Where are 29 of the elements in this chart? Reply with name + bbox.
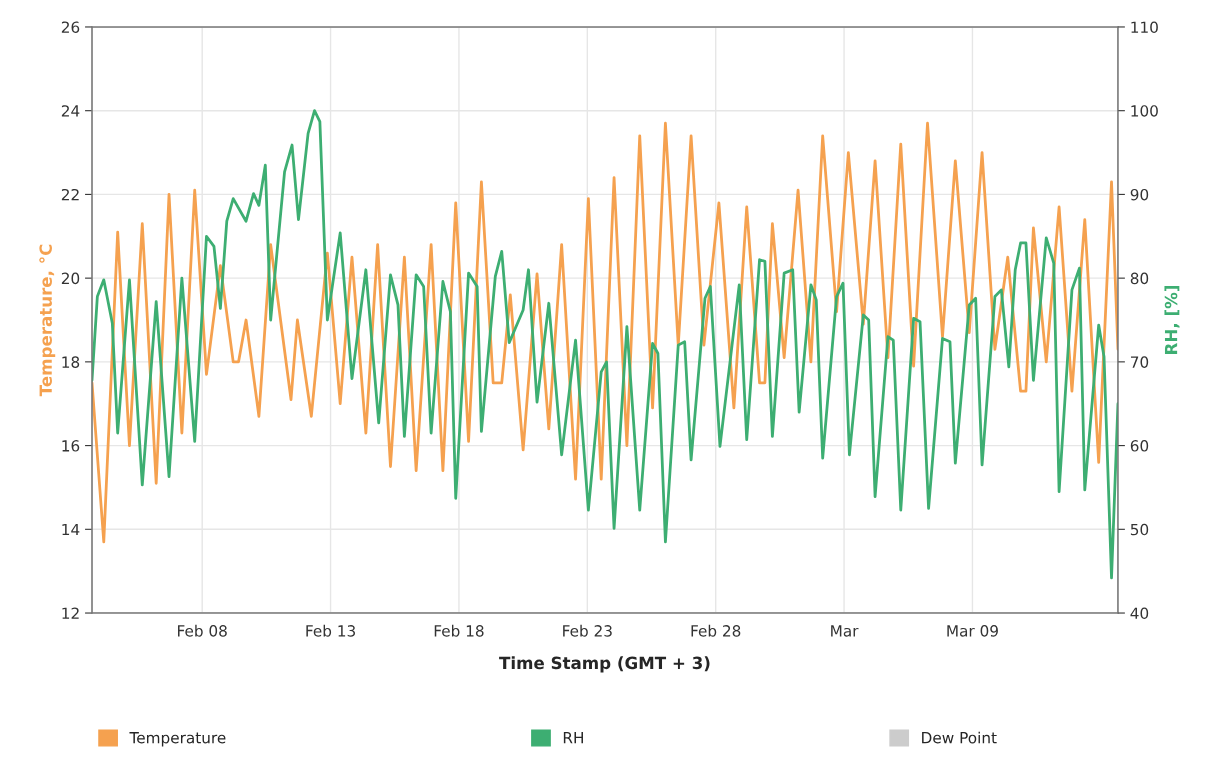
x-tick-label: Feb 08 <box>178 624 227 637</box>
y-tick-label: 16 <box>62 440 80 452</box>
y2-tick-label: 110 <box>1131 21 1158 33</box>
x-tick-label: Mar <box>831 625 859 637</box>
y-tick-label: 26 <box>61 21 80 33</box>
legend-label: RH <box>563 732 583 744</box>
x-tick-label: Feb 23 <box>563 624 612 637</box>
y-tick-label: 12 <box>62 607 79 619</box>
y2-tick-label: 40 <box>1130 607 1149 620</box>
y-tick-label: 22 <box>61 188 79 201</box>
x-axis-title: Time Stamp (GMT + 3) <box>499 656 710 673</box>
y2-tick-label: 100 <box>1131 105 1158 117</box>
legend-label: Dew Point <box>922 731 997 744</box>
y2-tick-label: 70 <box>1130 356 1149 368</box>
y2-axis-title: RH, [%] <box>1164 286 1180 354</box>
x-tick-label: Feb 18 <box>434 624 484 637</box>
y-tick-label: 20 <box>61 272 80 285</box>
x-tick-label: Mar 09 <box>947 625 998 637</box>
y-axis-title: Temperature, °C <box>39 244 56 397</box>
y-tick-label: 24 <box>61 105 80 117</box>
legend-label: Temperature <box>129 732 226 747</box>
y2-tick-label: 50 <box>1130 523 1149 536</box>
y2-tick-label: 60 <box>1130 440 1149 452</box>
x-tick-label: Feb 13 <box>306 624 356 637</box>
y-tick-label: 14 <box>62 523 80 536</box>
x-tick-label: Feb 28 <box>691 624 741 637</box>
y2-tick-label: 90 <box>1130 188 1149 201</box>
y2-tick-label: 80 <box>1130 272 1149 285</box>
y-tick-label: 18 <box>62 356 80 368</box>
